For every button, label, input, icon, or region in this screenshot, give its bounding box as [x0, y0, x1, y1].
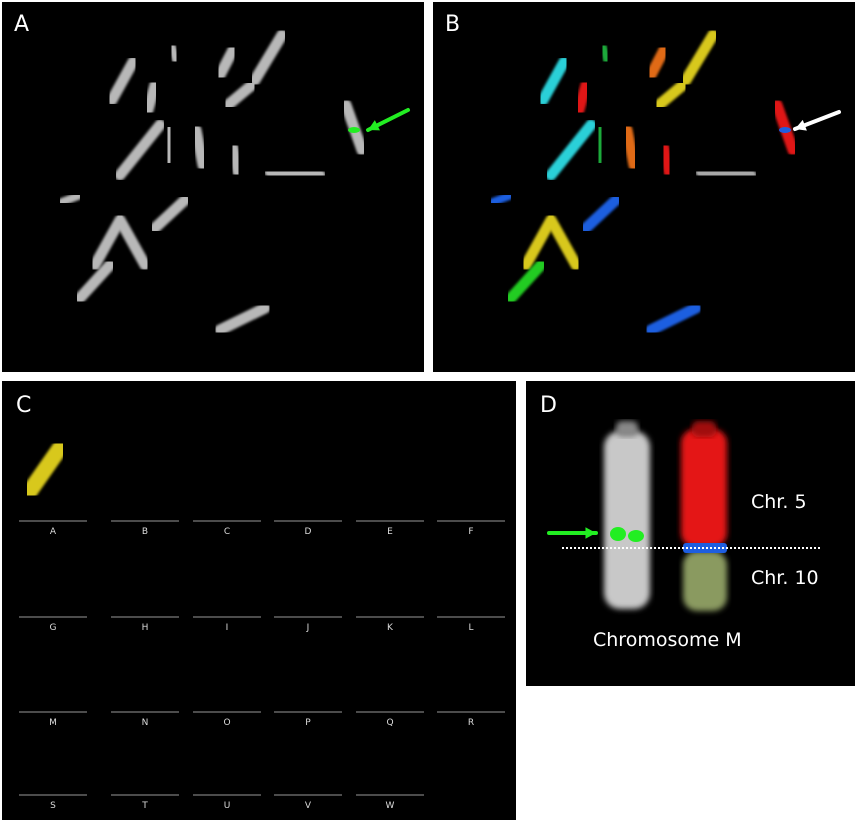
chromosome-m-grayscale	[604, 431, 650, 609]
chromosome	[695, 166, 757, 181]
chr5-segment	[681, 429, 727, 547]
karyotype-label: R	[467, 718, 475, 728]
chromosome	[520, 214, 557, 271]
chromosome	[222, 79, 258, 111]
chr5-label: Chr. 5	[751, 491, 807, 513]
chromosome	[22, 440, 68, 499]
chromosome-tip	[692, 421, 716, 437]
chromosome	[545, 119, 597, 181]
karyotype-label: T	[142, 801, 148, 811]
chromosome	[214, 302, 271, 336]
panel-b: B	[433, 2, 855, 372]
chromosome	[89, 214, 126, 271]
panel-label-b: B	[445, 12, 461, 37]
chromosome	[227, 142, 244, 178]
chromosome	[593, 124, 607, 166]
karyotype-label: F	[468, 527, 474, 537]
junction-band	[683, 543, 727, 553]
panel-label-d: D	[540, 393, 557, 418]
karyotype-label: W	[385, 801, 395, 811]
chromosome	[645, 44, 670, 81]
karyotype-label: V	[304, 801, 312, 811]
chromosome	[537, 56, 570, 106]
fish-signal	[610, 527, 626, 541]
karyotype-label: P	[305, 718, 311, 728]
karyotype-label: A	[49, 527, 57, 537]
karyotype-label: S	[50, 801, 56, 811]
translocation-junction	[779, 127, 791, 133]
chromosome	[545, 214, 582, 271]
karyotype-label: H	[141, 623, 149, 633]
chromosome	[58, 192, 82, 206]
karyotype-label: N	[141, 718, 149, 728]
panel-d: D Chr. 5 Chr. 10 Chromosome M	[526, 381, 855, 686]
chromosome	[621, 124, 640, 171]
chr10-label: Chr. 10	[751, 567, 819, 589]
karyotype-image	[8, 391, 505, 796]
fish-signal	[628, 530, 644, 542]
chromosome	[653, 79, 689, 111]
chromosome	[149, 194, 191, 234]
chromosome	[573, 79, 592, 116]
panel-a: A	[2, 2, 424, 372]
chromosome	[162, 124, 176, 166]
chromosome	[658, 142, 675, 178]
karyotype-label: D	[304, 527, 312, 537]
karyotype-label: B	[141, 527, 149, 537]
panel-label-a: A	[14, 12, 30, 37]
arrow-icon-head	[368, 120, 380, 131]
karyotype-label: I	[225, 623, 229, 633]
chromosome	[74, 259, 116, 304]
chromosome	[249, 29, 288, 86]
metaphase-grayscale-image	[58, 29, 410, 336]
karyotype-label: L	[468, 623, 474, 633]
chromosome	[645, 302, 702, 336]
panel-c: C A B C D E F G H I J K L M N O P Q R S T U V W	[2, 381, 516, 820]
karyotype-label: U	[223, 801, 231, 811]
chromosome	[264, 166, 326, 181]
chromosome-m-detail	[547, 421, 820, 611]
chromosome-m-caption: Chromosome M	[593, 629, 742, 651]
chromosome	[106, 56, 139, 106]
karyotype-label: M	[49, 718, 57, 728]
karyotype-label: Q	[386, 718, 394, 728]
chromosome	[190, 124, 209, 171]
chromosome	[214, 44, 239, 81]
panel-label-c: C	[16, 393, 32, 418]
chromosome	[168, 43, 180, 64]
karyotype-label: K	[387, 623, 393, 633]
chromosome	[114, 214, 151, 271]
chr10-segment	[683, 551, 727, 611]
chromosome	[599, 43, 611, 64]
chromosome-tip	[616, 421, 638, 437]
fish-signal	[348, 127, 360, 133]
karyotype-label: C	[223, 527, 231, 537]
chromosome	[505, 259, 547, 304]
arrow-icon-head	[585, 527, 596, 539]
chromosome	[580, 194, 622, 234]
chromosome	[680, 29, 719, 86]
karyotype-label: E	[387, 527, 393, 537]
karyotype-label: O	[223, 718, 231, 728]
karyotype-label: J	[306, 623, 310, 633]
metaphase-mfish-image	[489, 29, 841, 336]
chromosome	[114, 119, 166, 181]
chromosome	[142, 79, 161, 116]
arrow-icon-head	[795, 119, 807, 131]
karyotype-label: G	[49, 623, 57, 633]
chromosome	[489, 192, 513, 206]
